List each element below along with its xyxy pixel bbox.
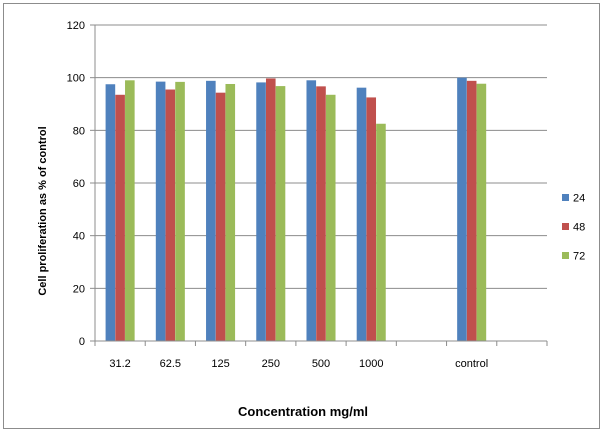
bar-series-48-250 bbox=[265, 78, 276, 342]
x-tick-label: 250 bbox=[262, 358, 280, 370]
bar-series-24-125 bbox=[206, 80, 216, 341]
legend-swatch-72 bbox=[562, 252, 569, 259]
legend-label-24: 24 bbox=[573, 193, 585, 205]
bar-series-72-31.2 bbox=[125, 80, 135, 342]
bar-series-48-62.5 bbox=[165, 89, 176, 342]
y-tick-label: 60 bbox=[73, 178, 85, 190]
bar-series-48-500 bbox=[316, 86, 326, 341]
y-tick-labels: 0 20 40 60 80 100 120 bbox=[67, 20, 85, 348]
axes bbox=[90, 24, 548, 346]
bar-series-24-control bbox=[457, 77, 467, 342]
legend-label-48: 48 bbox=[573, 222, 585, 234]
bar-series-72-62.5 bbox=[175, 81, 185, 341]
chart-frame bbox=[3, 3, 600, 429]
y-tick-label: 0 bbox=[79, 336, 85, 348]
bar-series-24-31.2 bbox=[105, 84, 116, 341]
x-tick-label: 500 bbox=[312, 358, 330, 370]
x-tick-label: 125 bbox=[211, 358, 229, 370]
legend-label-72: 72 bbox=[573, 251, 585, 263]
bar-series-72-1000 bbox=[376, 123, 386, 341]
legend-swatch-24 bbox=[562, 194, 569, 201]
y-tick-label: 20 bbox=[73, 283, 85, 295]
bar-series-24-250 bbox=[256, 82, 266, 341]
x-axis-title: Concentration mg/ml bbox=[238, 404, 368, 419]
bar-series-48-31.2 bbox=[115, 94, 125, 341]
y-tick-label: 100 bbox=[67, 73, 85, 85]
bar-series-72-control bbox=[476, 83, 487, 341]
bar-series-72-125 bbox=[225, 83, 236, 342]
x-tick-labels: 31.2 62.5 125 250 500 1000 control bbox=[109, 358, 488, 370]
bar-series-48-1000 bbox=[366, 97, 377, 341]
legend-swatch-48 bbox=[562, 223, 569, 230]
bar-series-24-500 bbox=[306, 80, 317, 342]
x-tick-label: control bbox=[455, 358, 488, 370]
legend: 24 48 72 bbox=[562, 193, 585, 263]
bar-series-48-control bbox=[466, 80, 477, 341]
bar-series-72-500 bbox=[325, 94, 336, 341]
x-tick-label: 31.2 bbox=[109, 358, 130, 370]
y-axis-title: Cell proliferation as % of control bbox=[37, 126, 49, 295]
x-tick-label: 62.5 bbox=[160, 358, 181, 370]
bar-series-48-125 bbox=[215, 92, 226, 342]
bar-series-24-1000 bbox=[356, 87, 367, 341]
y-tick-label: 120 bbox=[67, 20, 85, 32]
bars bbox=[105, 77, 487, 342]
bar-series-24-62.5 bbox=[155, 81, 166, 342]
y-tick-label: 40 bbox=[73, 231, 85, 243]
x-tick-label: 1000 bbox=[359, 358, 383, 370]
bar-series-72-250 bbox=[275, 86, 286, 341]
y-tick-label: 80 bbox=[73, 125, 85, 137]
